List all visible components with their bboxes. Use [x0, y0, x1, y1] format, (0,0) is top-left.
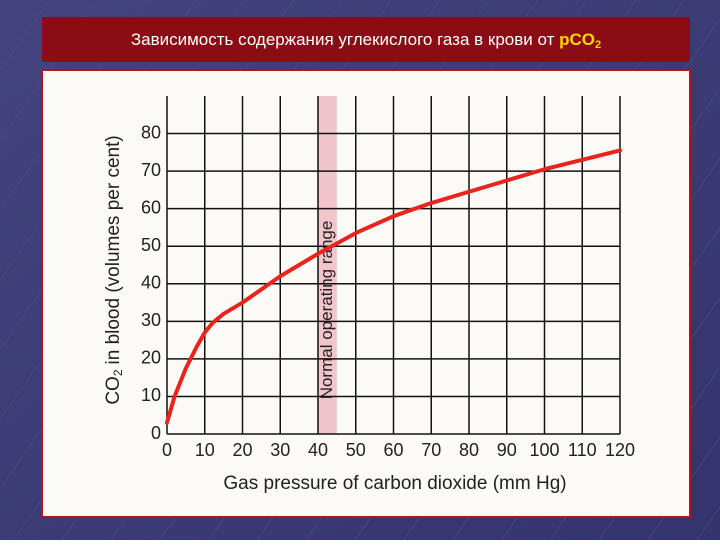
y-tick-label: 10	[141, 385, 161, 405]
x-tick-label: 50	[346, 440, 366, 460]
data-line	[165, 148, 622, 425]
y-label-main: CO	[103, 376, 124, 405]
plot: Normal operating range 0 10 20 30 40 50 60 70 80 0…	[141, 96, 635, 460]
x-tick-label: 10	[195, 440, 215, 460]
y-tick-label: 40	[141, 273, 161, 293]
title-bar	[42, 17, 690, 62]
title-subscript: 2	[595, 39, 601, 51]
x-tick-label: 30	[270, 440, 290, 460]
y-tick-label: 50	[141, 235, 161, 255]
y-label-subscript: 2	[111, 369, 125, 376]
y-tick-label: 30	[141, 310, 161, 330]
x-tick-label: 20	[232, 440, 252, 460]
x-tick-label: 100	[529, 440, 559, 460]
band-label: Normal operating range	[317, 221, 336, 400]
y-label-rest: in blood (volumes per cent)	[103, 135, 124, 364]
y-axis-label: CO2 in blood (volumes per cent)	[103, 135, 125, 404]
title-text: Зависимость содержания углекислого газа …	[131, 30, 555, 49]
normal-range-band	[318, 96, 337, 434]
x-tick-label: 110	[568, 440, 597, 460]
y-tick-label: 0	[151, 423, 161, 443]
x-tick-label: 80	[459, 440, 479, 460]
y-tick-label: 20	[141, 348, 161, 368]
x-tick-label: 70	[421, 440, 441, 460]
y-tick-label: 60	[141, 197, 161, 217]
y-tick-label: 80	[141, 122, 161, 142]
x-tick-label: 60	[383, 440, 403, 460]
title-emphasis: pCO	[559, 30, 595, 49]
x-tick-label: 120	[605, 440, 635, 460]
x-tick-label: 0	[162, 440, 172, 460]
x-tick-label: 40	[308, 440, 328, 460]
y-tick-label: 70	[141, 160, 161, 180]
title: Зависимость содержания углекислого газа …	[131, 30, 601, 50]
x-axis-label: Gas pressure of carbon dioxide (mm Hg)	[223, 473, 566, 494]
x-tick-label: 90	[497, 440, 517, 460]
